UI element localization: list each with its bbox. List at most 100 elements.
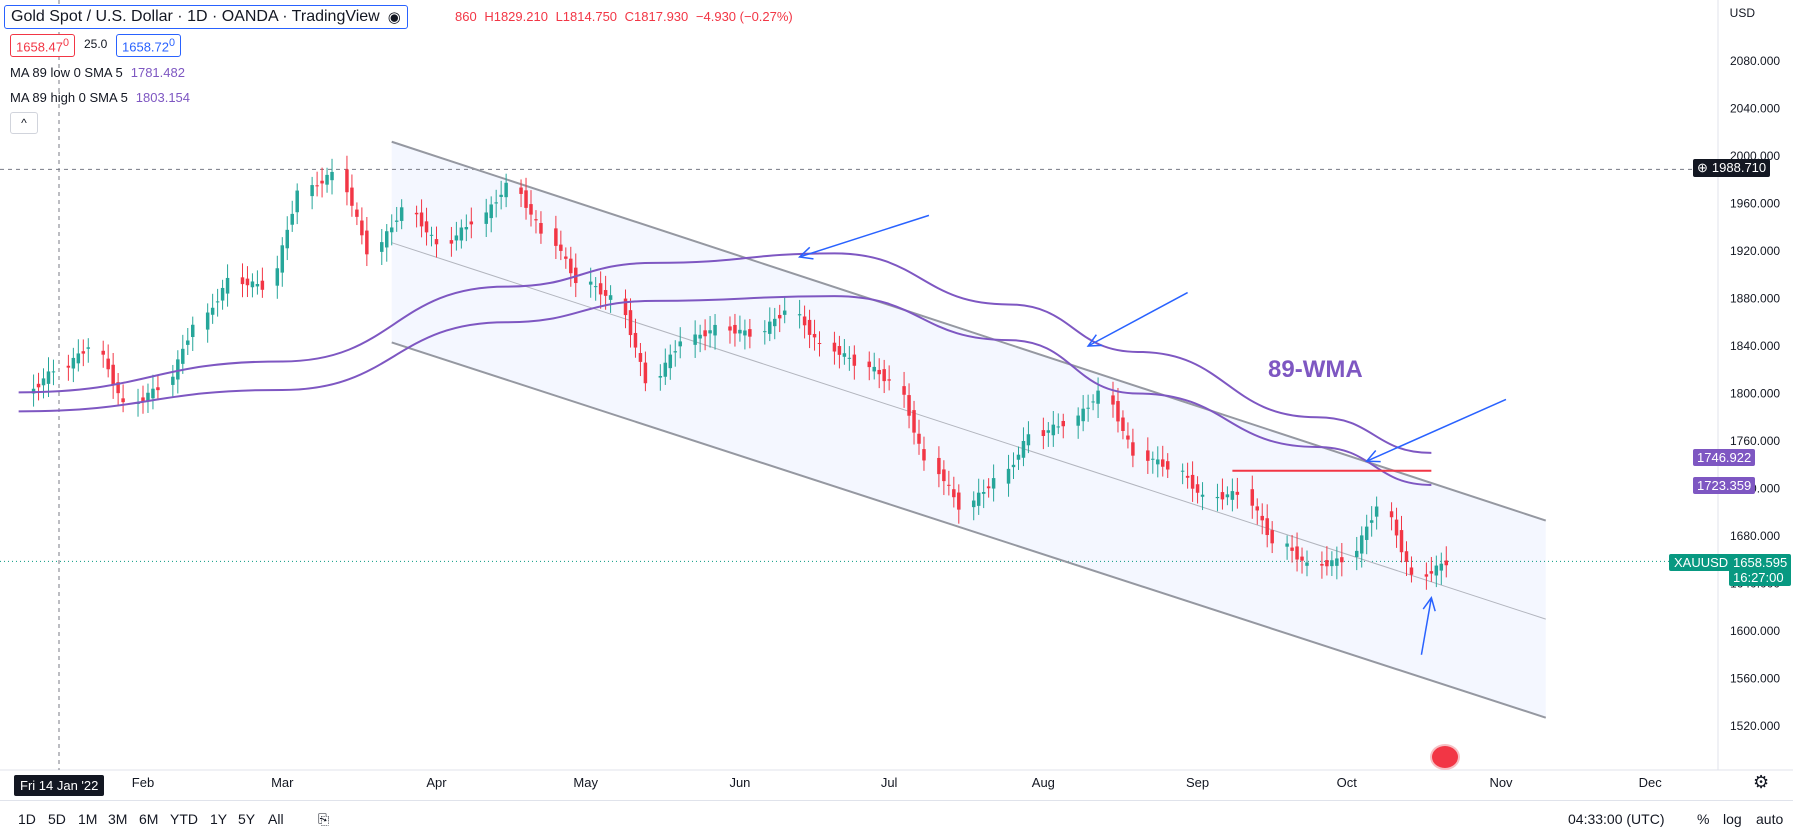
candle-body <box>215 301 220 303</box>
candle-body <box>66 365 71 368</box>
candle-body <box>489 204 493 219</box>
candle-body <box>872 366 876 372</box>
candle-body <box>1439 563 1444 571</box>
y-tick-label: 1800.000 <box>1730 387 1780 401</box>
us-flag-event-icon[interactable] <box>1430 744 1460 770</box>
candle-body <box>280 245 285 273</box>
candle-body <box>385 231 389 248</box>
x-tick-label: Sep <box>1186 775 1209 790</box>
ohlc-close: C1817.930 <box>624 9 689 24</box>
candle-body <box>728 326 732 331</box>
candle-body <box>1255 506 1259 511</box>
date-range-icon[interactable]: ⎘ <box>318 811 330 827</box>
y-tick-label: 1680.000 <box>1730 529 1780 543</box>
timeframe-1y[interactable]: 1Y <box>210 811 228 827</box>
annotation-arrowhead <box>1365 450 1381 463</box>
candle-body <box>847 357 852 359</box>
y-tick-label: 1960.000 <box>1730 197 1780 211</box>
countdown: 16:27:00 <box>1733 570 1784 585</box>
candle-body <box>419 212 424 227</box>
timeframe-1d[interactable]: 1D <box>18 811 36 827</box>
candle-body <box>658 375 663 378</box>
timeframe-5d[interactable]: 5D <box>48 811 66 827</box>
symbol-title-box[interactable]: Gold Spot / U.S. Dollar · 1D · OANDA · T… <box>4 5 408 29</box>
timeframe-1m[interactable]: 1M <box>78 811 98 827</box>
candle-body <box>922 449 926 461</box>
candle-body <box>877 369 881 375</box>
legend-ma-high[interactable]: MA 89 high 0 SMA 5 1803.154 <box>10 90 190 105</box>
y-tick-label: 1520.000 <box>1730 719 1780 733</box>
candle-body <box>1011 464 1016 468</box>
candle-body <box>1190 474 1195 489</box>
timeframe-all[interactable]: All <box>268 811 284 827</box>
annotation-arrowhead <box>797 246 814 260</box>
candle-body <box>1355 550 1359 557</box>
legend-ma-low-label: MA 89 low 0 SMA 5 <box>10 65 123 80</box>
candle-body <box>588 281 593 285</box>
candle-body <box>703 330 707 337</box>
legend-ma-low[interactable]: MA 89 low 0 SMA 5 1781.482 <box>10 65 185 80</box>
candle-body <box>434 239 439 245</box>
candle-body <box>1056 426 1061 428</box>
buy-button[interactable]: 1658.720 <box>116 34 182 58</box>
candle-body <box>1424 574 1429 577</box>
candle-body <box>593 286 598 288</box>
crosshair-price: 1988.710 <box>1711 160 1767 175</box>
candle-body <box>225 277 230 294</box>
candle-body <box>852 354 857 366</box>
candle-body <box>191 324 195 338</box>
candle-body <box>494 202 498 204</box>
candle-body <box>797 314 802 316</box>
symbol-title: Gold Spot / U.S. Dollar · 1D · OANDA · T… <box>11 8 380 25</box>
sell-button[interactable]: 1658.470 <box>10 34 76 58</box>
timeframe-3m[interactable]: 3M <box>108 811 128 827</box>
candle-body <box>31 388 36 394</box>
percent-toggle[interactable]: % <box>1697 811 1710 827</box>
candle-body <box>414 212 419 215</box>
candle-body <box>81 351 86 354</box>
candle-body <box>245 278 250 286</box>
x-tick-label: Nov <box>1489 775 1513 790</box>
candle-body <box>1325 560 1329 567</box>
timeframe-ytd[interactable]: YTD <box>170 811 198 827</box>
candle-body <box>1185 475 1190 478</box>
candle-body <box>991 478 996 489</box>
candle-body <box>802 316 807 326</box>
candle-body <box>1046 430 1051 433</box>
eye-icon[interactable]: ◉ <box>387 9 401 26</box>
candle-body <box>71 357 76 369</box>
candle-body <box>569 258 573 274</box>
ohlc-values: 860 H1829.210 L1814.750 C1817.930 −4.930… <box>455 9 797 24</box>
collapse-legend-button[interactable]: ^ <box>10 112 38 134</box>
candle-body <box>1265 518 1269 536</box>
timeframe-6m[interactable]: 6M <box>139 811 159 827</box>
candle-body <box>1320 564 1324 566</box>
candle-body <box>310 185 314 197</box>
candle-body <box>1161 459 1165 467</box>
candle-body <box>399 207 404 221</box>
buy-price-sup: 0 <box>169 37 176 49</box>
candle-body <box>917 433 921 444</box>
currency-label[interactable]: USD <box>1729 6 1755 20</box>
plus-icon[interactable]: ⊕ <box>1697 160 1708 175</box>
candle-body <box>1021 440 1026 458</box>
candle-body <box>1081 408 1085 422</box>
candle-body <box>459 227 464 241</box>
candle-body <box>748 329 752 337</box>
candle-body <box>101 350 105 355</box>
candle-body <box>947 484 951 486</box>
channel-middle-line <box>391 242 1546 620</box>
candle-body <box>524 190 528 208</box>
annotation-arrowhead <box>1086 334 1103 347</box>
log-toggle[interactable]: log <box>1723 811 1742 827</box>
y-tick-label: 1920.000 <box>1730 244 1780 258</box>
candle-body <box>255 283 260 287</box>
candle-body <box>1086 407 1090 409</box>
utc-time[interactable]: 04:33:00 (UTC) <box>1568 811 1665 827</box>
candle-body <box>777 314 782 319</box>
y-tick-label: 1760.000 <box>1730 434 1780 448</box>
timeframe-5y[interactable]: 5Y <box>238 811 256 827</box>
settings-gear-icon[interactable]: ⚙ <box>1753 772 1770 792</box>
auto-toggle[interactable]: auto <box>1756 811 1784 827</box>
